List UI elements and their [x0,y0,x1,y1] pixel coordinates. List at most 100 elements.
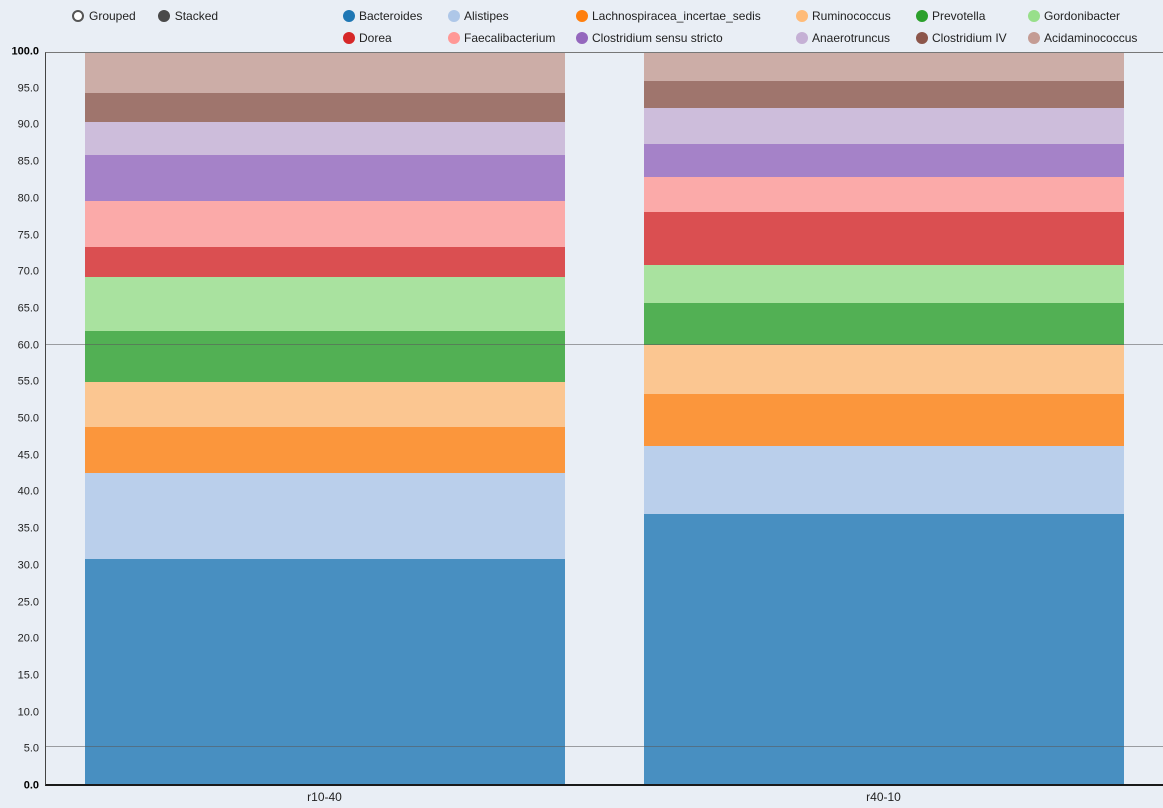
bar-segment-prevotella[interactable] [643,303,1124,345]
mode-grouped-button[interactable]: Grouped [72,9,136,23]
y-tick-label: 10.0 [17,706,39,719]
legend-item-prevotella[interactable]: Prevotella [916,9,1028,23]
bar-segment-alistipes[interactable] [85,473,566,559]
y-tick-label: 100.0 [11,45,39,58]
bar-segment-clostridium-sensu-stricto[interactable] [85,155,566,201]
y-tick-label: 75.0 [17,229,39,241]
y-tick-label: 95.0 [17,82,39,95]
y-tick-label: 40.0 [17,485,39,498]
legend-item-alistipes[interactable]: Alistipes [448,9,576,23]
x-category-label-r10-40: r10-40 [307,790,342,804]
mode-grouped-label: Grouped [89,9,136,23]
bar-segment-prevotella[interactable] [85,330,566,382]
bar-segment-clostridium-sensu-stricto[interactable] [643,143,1124,178]
bar-segment-dorea[interactable] [643,212,1124,266]
legend-item-anaerotruncus[interactable]: Anaerotruncus [796,31,916,45]
bar-segment-bacteroides[interactable] [643,513,1124,784]
bar-segment-gordonibacter[interactable] [643,265,1124,304]
y-tick-label: 30.0 [17,559,39,572]
category-band-r10-40 [46,53,605,784]
legend-swatch-icon [576,32,588,44]
mode-stacked-label: Stacked [174,9,219,23]
y-tick-label: 90.0 [17,118,39,131]
radio-unselected-icon [72,10,84,22]
legend-swatch-icon [343,32,355,44]
legend-label: Anaerotruncus [812,31,891,45]
legend-label: Bacteroides [359,9,423,23]
bar-segment-faecalibacterium[interactable] [643,177,1124,213]
reference-line-60 [46,344,1163,346]
legend-item-ruminococcus[interactable]: Ruminococcus [796,9,916,23]
legend-label: Acidaminococcus [1044,31,1138,45]
y-tick-label: 55.0 [17,375,39,388]
legend-label: Lachnospiracea_incertae_sedis [592,9,761,23]
legend-swatch-icon [916,10,928,22]
legend-label: Ruminococcus [812,9,891,23]
legend-swatch-icon [576,10,588,22]
legend-item-lachnospiracea-incertae-sedis[interactable]: Lachnospiracea_incertae_sedis [576,9,796,23]
y-tick-label: 50.0 [17,412,39,425]
legend-label: Prevotella [932,9,986,23]
radio-selected-icon [157,10,170,22]
legend-item-bacteroides[interactable]: Bacteroides [343,9,448,23]
legend-item-dorea[interactable]: Dorea [343,31,448,45]
bar-segment-dorea[interactable] [85,246,566,278]
legend-swatch-icon [796,32,808,44]
x-axis: r10-40 r40-10 [45,786,1163,808]
bar-segment-acidaminococcus[interactable] [643,53,1124,81]
legend-label: Clostridium sensu stricto [592,31,723,45]
category-band-r40-10 [605,53,1163,784]
bar-segment-ruminococcus[interactable] [85,381,566,428]
bar-segment-acidaminococcus[interactable] [85,53,566,93]
stacked-bar-r40-10 [643,53,1124,784]
y-tick-label: 80.0 [17,192,39,205]
bar-segment-gordonibacter[interactable] [85,277,566,331]
legend-swatch-icon [448,32,460,44]
legend-label: Gordonibacter [1044,9,1121,23]
legend-swatch-icon [448,10,460,22]
legend-label: Faecalibacterium [464,31,556,45]
y-tick-label: 65.0 [17,302,39,315]
legend-swatch-icon [1028,32,1040,44]
bar-segment-lachnospiracea-incertae-sedis[interactable] [85,427,566,474]
bar-segment-lachnospiracea-incertae-sedis[interactable] [643,394,1124,447]
y-tick-label: 70.0 [17,265,39,278]
y-tick-label: 60.0 [17,339,39,352]
bar-segment-clostridium-iv[interactable] [643,80,1124,108]
legend-item-faecalibacterium[interactable]: Faecalibacterium [448,31,576,45]
legend-label: Alistipes [464,9,509,23]
legend-item-acidaminococcus[interactable]: Acidaminococcus [1028,31,1159,45]
bar-segment-anaerotruncus[interactable] [643,107,1124,144]
stacked-bar-r10-40 [85,53,566,784]
legend-label: Dorea [359,31,392,45]
bar-mode-toggles: Grouped Stacked [72,5,218,27]
bar-segment-anaerotruncus[interactable] [85,121,566,156]
legend-swatch-icon [343,10,355,22]
y-axis: 0.0 5.0 10.0 15.0 20.0 25.0 30.0 35.0 40.0 45.0 50… [0,46,42,791]
bar-segment-ruminococcus[interactable] [643,344,1124,395]
legend-swatch-icon [916,32,928,44]
mode-stacked-button[interactable]: Stacked [157,9,219,23]
legend-swatch-icon [1028,10,1040,22]
bar-segment-alistipes[interactable] [643,446,1124,514]
y-tick-label: 15.0 [17,669,39,682]
bar-segment-faecalibacterium[interactable] [85,200,566,247]
y-tick-label: 20.0 [17,632,39,645]
y-tick-label: 0.0 [23,779,39,792]
x-category-label-r40-10: r40-10 [866,790,901,804]
y-tick-label: 5.0 [23,742,39,755]
legend-item-gordonibacter[interactable]: Gordonibacter [1028,9,1159,23]
bar-segment-clostridium-iv[interactable] [85,92,566,122]
y-tick-label: 85.0 [17,155,39,168]
legend-swatch-icon [796,10,808,22]
y-tick-label: 45.0 [17,449,39,462]
y-tick-label: 35.0 [17,522,39,535]
plot-area [45,52,1163,786]
legend-item-clostridium-iv[interactable]: Clostridium IV [916,31,1028,45]
legend-item-clostridium-sensu-stricto[interactable]: Clostridium sensu stricto [576,31,796,45]
reference-line-5 [46,746,1163,748]
y-tick-label: 25.0 [17,596,39,608]
bar-segment-bacteroides[interactable] [85,558,566,784]
legend-label: Clostridium IV [932,31,1007,45]
